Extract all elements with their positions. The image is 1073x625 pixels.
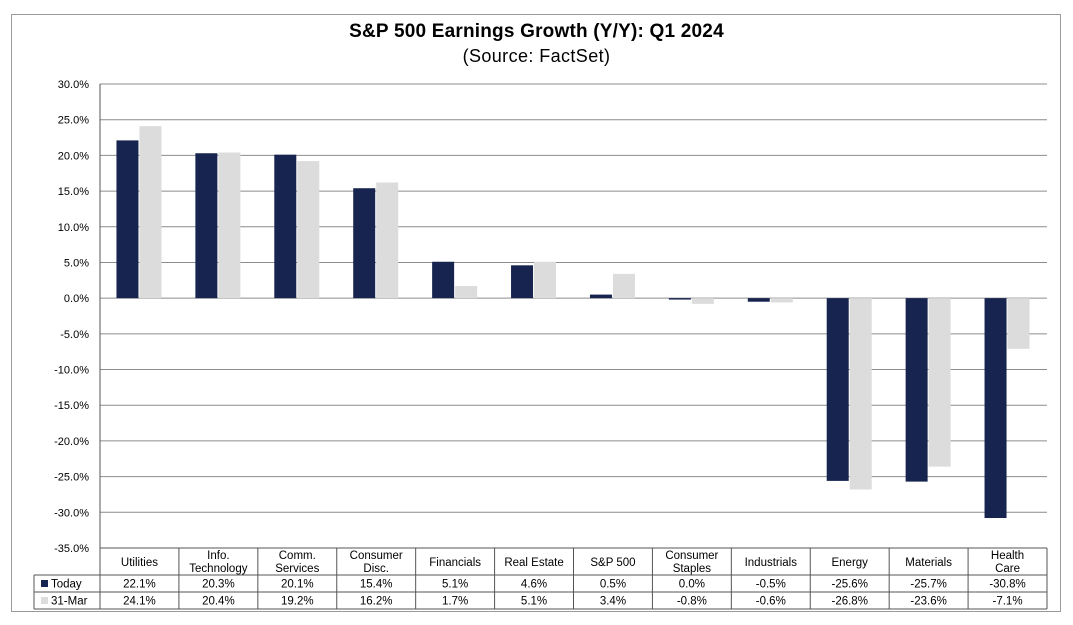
- bar-today: [826, 298, 849, 481]
- bar-31-mar: [612, 273, 635, 299]
- category-label: Energy: [831, 557, 868, 569]
- bar-today: [353, 188, 376, 299]
- bar-31-mar: [770, 298, 793, 303]
- y-tick-label: -5.0%: [60, 329, 89, 341]
- category-label: Consumer: [350, 550, 403, 562]
- data-label: 5.1%: [521, 596, 547, 608]
- y-tick-label: 10.0%: [58, 222, 89, 234]
- bar-31-mar: [297, 161, 320, 299]
- bar-31-mar: [691, 298, 714, 304]
- bar-31-mar: [928, 298, 951, 467]
- bar-31-mar: [1007, 298, 1030, 349]
- data-label: -25.6%: [831, 579, 867, 591]
- category-label: Real Estate: [504, 557, 563, 569]
- data-label: 15.4%: [360, 579, 393, 591]
- y-tick-label: 20.0%: [58, 150, 89, 162]
- bar-today: [747, 298, 770, 302]
- bar-31-mar: [376, 182, 399, 299]
- data-label: -7.1%: [993, 596, 1023, 608]
- legend-swatch: [41, 580, 48, 587]
- bar-today: [116, 140, 139, 299]
- bar-31-mar: [534, 261, 557, 299]
- legend-label: 31-Mar: [51, 596, 88, 608]
- data-label: 16.2%: [360, 596, 393, 608]
- bar-31-mar: [849, 298, 872, 490]
- bar-today: [984, 298, 1007, 519]
- data-label: 20.1%: [281, 579, 314, 591]
- category-label: Info.: [207, 550, 229, 562]
- y-tick-label: -30.0%: [54, 507, 89, 519]
- bar-today: [668, 298, 691, 300]
- category-label: Utilities: [121, 557, 158, 569]
- legend-label: Today: [51, 579, 82, 591]
- bar-31-mar: [139, 126, 162, 299]
- y-tick-label: 25.0%: [58, 115, 89, 127]
- data-label: -23.6%: [910, 596, 946, 608]
- data-label: -0.6%: [756, 596, 786, 608]
- data-label: -0.5%: [756, 579, 786, 591]
- data-label: 0.0%: [679, 579, 705, 591]
- category-label: Care: [995, 563, 1020, 575]
- data-label: 4.6%: [521, 579, 547, 591]
- data-label: 5.1%: [442, 579, 468, 591]
- bar-today: [589, 294, 612, 299]
- y-tick-label: -10.0%: [54, 365, 89, 377]
- data-label: -0.8%: [677, 596, 707, 608]
- category-label: Disc.: [363, 563, 389, 575]
- category-label: Services: [275, 563, 319, 575]
- category-label: Financials: [429, 557, 481, 569]
- data-label: 20.3%: [202, 579, 235, 591]
- data-label: -30.8%: [989, 579, 1025, 591]
- data-label: 3.4%: [600, 596, 626, 608]
- data-label: -25.7%: [910, 579, 946, 591]
- data-label: 1.7%: [442, 596, 468, 608]
- bar-today: [432, 261, 455, 299]
- data-label: 19.2%: [281, 596, 314, 608]
- y-tick-label: 15.0%: [58, 186, 89, 198]
- category-label: Industrials: [745, 557, 798, 569]
- bar-31-mar: [455, 286, 478, 299]
- chart-subtitle: (Source: FactSet): [462, 46, 611, 66]
- data-label: 20.4%: [202, 596, 235, 608]
- y-tick-label: -20.0%: [54, 436, 89, 448]
- data-label: -26.8%: [831, 596, 867, 608]
- chart-title: S&P 500 Earnings Growth (Y/Y): Q1 2024: [349, 21, 724, 42]
- y-tick-label: -25.0%: [54, 472, 89, 484]
- y-tick-label: 30.0%: [58, 79, 89, 91]
- category-label: Technology: [189, 563, 247, 575]
- bar-today: [511, 265, 534, 299]
- category-label: S&P 500: [590, 557, 635, 569]
- y-tick-label: -15.0%: [54, 400, 89, 412]
- data-label: 0.5%: [600, 579, 626, 591]
- data-label: 22.1%: [123, 579, 156, 591]
- data-label: 24.1%: [123, 596, 156, 608]
- y-tick-label: 0.0%: [64, 293, 89, 305]
- category-label: Health: [991, 550, 1024, 562]
- y-tick-label: -35.0%: [54, 543, 89, 555]
- bar-today: [905, 298, 928, 482]
- category-label: Staples: [673, 563, 712, 575]
- bar-today: [274, 154, 297, 299]
- category-label: Materials: [905, 557, 952, 569]
- category-label: Consumer: [665, 550, 718, 562]
- legend-swatch: [41, 597, 48, 604]
- category-label: Comm.: [279, 550, 316, 562]
- bar-31-mar: [218, 152, 241, 299]
- bar-today: [195, 153, 218, 299]
- y-tick-label: 5.0%: [64, 257, 89, 269]
